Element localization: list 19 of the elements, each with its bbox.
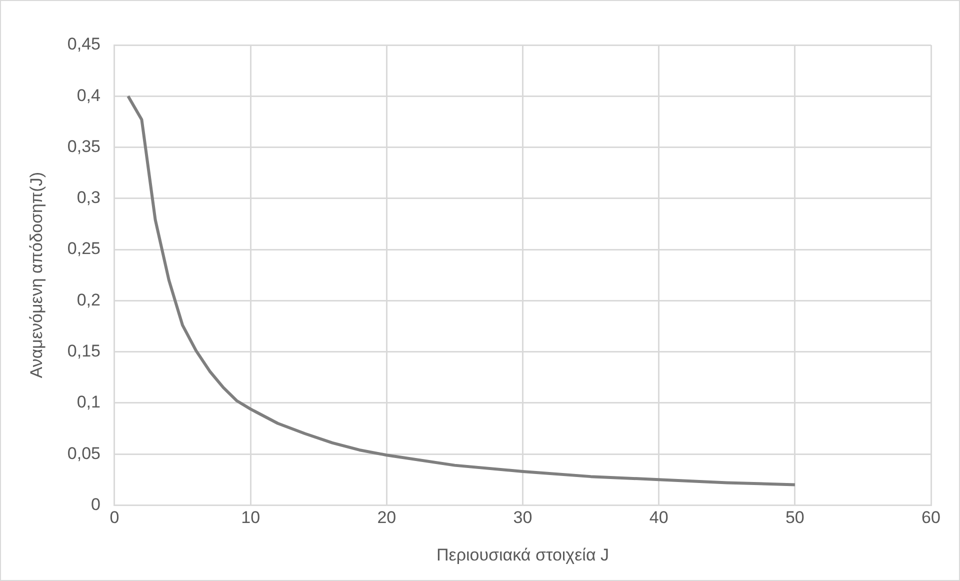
y-tick-label: 0,15: [67, 341, 100, 360]
y-axis-title: Αναμενόμενη απόδοσηπ(J): [26, 172, 46, 378]
y-tick-label: 0,35: [67, 136, 100, 156]
y-tick-label: 0,45: [67, 34, 100, 54]
x-tick-label: 40: [649, 508, 668, 528]
y-tick-label: 0,4: [76, 86, 100, 105]
y-tick-label: 0,3: [76, 188, 100, 208]
y-tick-label: 0,1: [76, 392, 100, 412]
y-tick-label: 0,2: [76, 290, 100, 310]
y-tick-label: 0: [91, 494, 100, 514]
x-tick-label: 50: [785, 508, 804, 528]
x-tick-label: 10: [241, 508, 260, 528]
x-tick-label: 60: [922, 508, 940, 528]
y-tick-label: 0,05: [67, 444, 100, 463]
x-axis-title: Περιουσιακά στοιχεία J: [436, 545, 610, 564]
y-tick-label: 0,25: [67, 239, 100, 258]
x-tick-label: 20: [377, 508, 396, 528]
x-tick-label: 0: [110, 508, 120, 528]
x-tick-label: 30: [513, 508, 532, 528]
